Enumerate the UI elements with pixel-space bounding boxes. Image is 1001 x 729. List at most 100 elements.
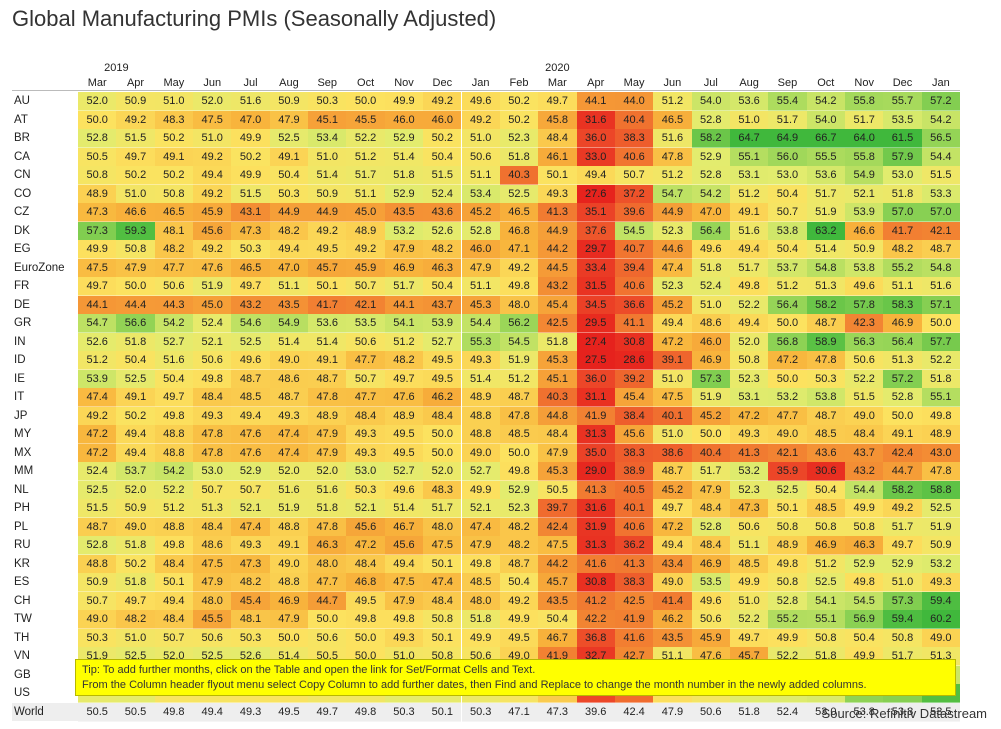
pmi-cell: 51.2: [806, 554, 845, 574]
pmi-cell: 52.5: [231, 332, 270, 352]
pmi-cell: 27.6: [576, 184, 615, 204]
pmi-cell: 48.9: [346, 221, 385, 241]
pmi-cell: 47.3: [538, 702, 577, 722]
row-label: KR: [12, 554, 78, 573]
pmi-cell: 52.1: [845, 184, 884, 204]
pmi-cell: 53.6: [308, 314, 347, 333]
pmi-cell: 56.6: [116, 314, 155, 333]
pmi-cell: 51.0: [154, 92, 194, 111]
pmi-cell: 47.6: [193, 258, 232, 278]
tip-box: Tip: To add further months, click on the…: [75, 659, 956, 696]
pmi-cell: 50.4: [768, 184, 807, 204]
pmi-cell: 52.9: [231, 462, 270, 481]
pmi-cell: 51.9: [499, 351, 539, 370]
row-label: CO: [12, 184, 78, 203]
pmi-cell: 48.4: [423, 591, 462, 611]
pmi-cell: 54.6: [231, 314, 270, 333]
pmi-cell: 49.5: [423, 351, 462, 370]
pmi-cell: 40.6: [614, 147, 654, 167]
pmi-cell: 47.9: [269, 110, 309, 130]
pmi-cell: 57.2: [921, 92, 961, 111]
pmi-cell: 51.0: [193, 129, 232, 148]
pmi-cell: 58.9: [806, 332, 845, 352]
pmi-cell: 30.6: [806, 462, 845, 481]
pmi-cell: 53.8: [806, 388, 845, 407]
pmi-cell: 50.1: [308, 277, 347, 296]
pmi-cell: 49.4: [116, 425, 155, 444]
pmi-cell: 49.7: [308, 702, 347, 722]
pmi-cell: 29.0: [576, 462, 615, 481]
pmi-cell: 49.2: [78, 406, 117, 426]
pmi-cell: 50.2: [154, 129, 194, 148]
pmi-cell: 49.6: [691, 240, 730, 259]
pmi-cell: 50.4: [806, 480, 845, 500]
pmi-cell: 51.6: [154, 351, 194, 370]
pmi-cell: 51.9: [691, 388, 730, 407]
pmi-cell: 44.1: [576, 92, 615, 111]
pmi-cell: 50.3: [269, 184, 309, 204]
pmi-cell: 47.8: [653, 147, 692, 167]
pmi-cell: 54.0: [691, 92, 730, 111]
pmi-cell: 44.1: [384, 295, 424, 315]
pmi-cell: 55.1: [729, 147, 769, 167]
pmi-cell: 52.3: [499, 499, 539, 518]
pmi-cell: 51.5: [845, 388, 884, 407]
pmi-cell: 48.0: [308, 554, 347, 574]
pmi-cell: 48.9: [921, 425, 961, 444]
pmi-cell: 48.8: [154, 425, 194, 444]
pmi-cell: 49.8: [346, 610, 385, 629]
pmi-cell: 45.9: [193, 203, 232, 222]
pmi-cell: 50.6: [346, 332, 385, 352]
pmi-cell: 51.6: [269, 480, 309, 500]
pmi-cell: 50.2: [499, 92, 539, 111]
pmi-cell: 45.4: [231, 591, 270, 611]
pmi-cell: 54.7: [78, 314, 117, 333]
pmi-cell: 43.5: [653, 628, 692, 648]
pmi-cell: 51.1: [729, 536, 769, 555]
pmi-cell: 54.5: [499, 332, 539, 352]
month-label: Sep: [777, 77, 798, 89]
pmi-cell: 48.5: [461, 573, 500, 592]
pmi-cell: 53.8: [845, 702, 884, 722]
pmi-cell: 50.7: [193, 480, 232, 500]
pmi-cell: 52.9: [384, 184, 424, 204]
pmi-cell: 51.0: [461, 129, 500, 148]
pmi-cell: 48.4: [346, 406, 385, 426]
pmi-cell: 48.5: [806, 499, 845, 518]
pmi-cell: 49.0: [78, 610, 117, 629]
pmi-cell: 48.9: [384, 406, 424, 426]
pmi-cell: 42.1: [768, 443, 807, 463]
pmi-cell: 31.9: [576, 517, 615, 537]
pmi-cell: 54.2: [806, 92, 845, 111]
pmi-cell: 44.9: [269, 203, 309, 222]
pmi-cell: 47.9: [461, 536, 500, 555]
pmi-cell: 53.4: [308, 129, 347, 148]
pmi-cell: 39.1: [653, 351, 692, 370]
pmi-cell: 48.7: [231, 369, 270, 389]
pmi-cell: 57.1: [921, 295, 961, 315]
pmi-cell: 55.1: [921, 388, 961, 407]
pmi-cell: 43.2: [231, 295, 270, 315]
pmi-cell: 50.6: [845, 351, 884, 370]
pmi-cell: 53.2: [384, 221, 424, 241]
pmi-cell: 49.9: [461, 480, 500, 500]
pmi-cell: 49.4: [193, 166, 232, 185]
pmi-cell: 46.9: [384, 258, 424, 278]
pmi-cell: 48.2: [883, 240, 922, 259]
pmi-cell: 52.0: [78, 92, 117, 111]
pmi-cell: 55.5: [806, 147, 845, 167]
pmi-cell: 51.0: [883, 573, 922, 592]
pmi-cell: 52.4: [78, 462, 117, 481]
pmi-cell: 49.5: [384, 425, 424, 444]
pmi-cell: 51.5: [78, 499, 117, 518]
pmi-cell: 45.1: [538, 369, 577, 389]
pmi-cell: 54.5: [845, 591, 884, 611]
pmi-cell: 48.6: [193, 536, 232, 555]
month-label: Mar: [547, 77, 567, 89]
pmi-cell: 49.5: [346, 591, 385, 611]
pmi-cell: 50.0: [423, 425, 462, 444]
pmi-cell: 46.0: [691, 332, 730, 352]
pmi-cell: 66.7: [806, 129, 845, 148]
pmi-cell: 48.7: [499, 388, 539, 407]
pmi-cell: 50.3: [384, 702, 424, 722]
